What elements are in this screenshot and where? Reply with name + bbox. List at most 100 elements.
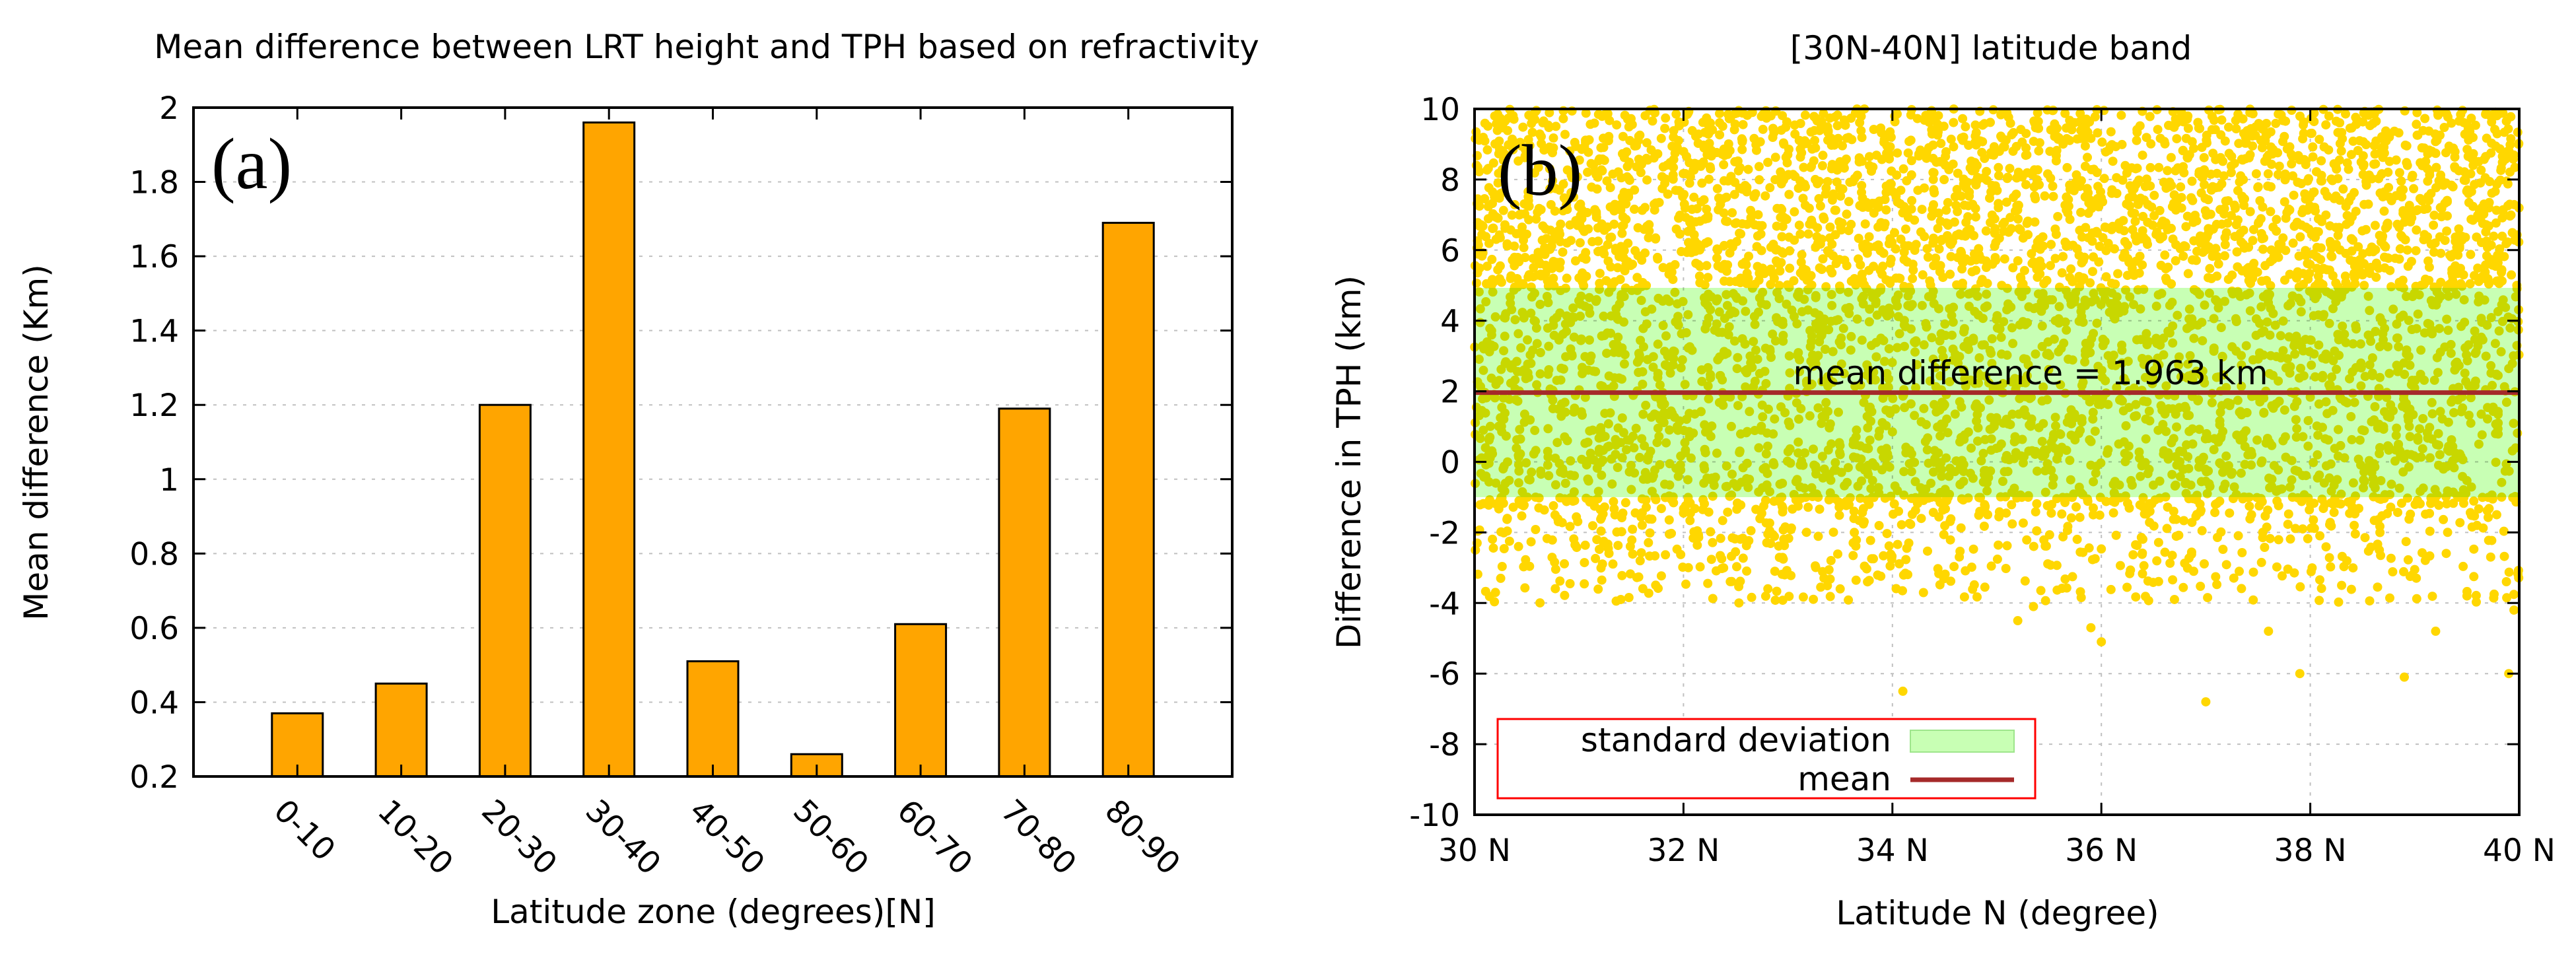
scatter-point: [1945, 535, 1955, 545]
scatter-point: [1873, 240, 1883, 250]
scatter-point: [2374, 263, 2384, 273]
scatter-point: [2435, 232, 2445, 242]
scatter-point: [2239, 201, 2249, 210]
scatter-point: [2075, 547, 2085, 557]
scatter-point: [2183, 123, 2193, 133]
scatter-point: [2397, 232, 2407, 242]
scatter-point: [1671, 109, 1681, 119]
scatter-point: [1885, 276, 1895, 286]
scatter-point: [1813, 223, 1823, 233]
scatter-point: [1753, 210, 1763, 220]
scatter-chart-panel: [30N-40N] latitude band -10-8-6-4-202468…: [1330, 29, 2556, 932]
scatter-point: [2022, 150, 2032, 160]
scatter-point: [2206, 185, 2216, 195]
scatter-point: [2425, 526, 2435, 536]
scatter-point: [1747, 592, 1757, 602]
scatter-point: [1786, 525, 1796, 534]
scatter-point: [2371, 272, 2381, 282]
scatter-point: [1754, 162, 1764, 172]
scatter-point: [1898, 586, 1907, 596]
scatter-point: [1526, 537, 1536, 547]
scatter-point: [2127, 163, 2137, 173]
scatter-point: [2424, 145, 2434, 155]
scatter-point: [1645, 528, 1655, 538]
scatter-point: [1624, 593, 1634, 602]
scatter-point: [1734, 598, 1744, 608]
scatter-point: [2412, 225, 2421, 235]
scatter-point: [2484, 504, 2494, 514]
scatter-point: [2001, 564, 2011, 573]
scatter-point: [1797, 148, 1807, 158]
scatter-point: [2343, 497, 2353, 507]
scatter-point: [1558, 106, 1568, 116]
scatter-point: [1743, 164, 1753, 174]
scatter-point: [2288, 171, 2298, 181]
scatter-point: [1978, 120, 1988, 130]
scatter-point: [2406, 257, 2416, 266]
scatter-point: [1949, 217, 1959, 227]
scatter-point: [1923, 546, 1932, 556]
scatter-point: [2068, 572, 2077, 582]
scatter-point: [2307, 523, 2316, 533]
scatter-point: [2111, 530, 2121, 540]
scatter-point: [2075, 587, 2085, 597]
scatter-point: [1818, 151, 1828, 160]
scatter-point: [2368, 247, 2378, 257]
scatter-point: [2088, 267, 2097, 277]
scatter-point: [2251, 169, 2261, 179]
scatter-point: [2494, 279, 2504, 289]
scatter-point: [1636, 548, 1646, 558]
scatter-point: [2285, 205, 2295, 215]
scatter-point: [2106, 127, 2116, 137]
scatter-point: [1881, 205, 1891, 215]
scatter-point: [1779, 139, 1789, 149]
scatter-point: [1971, 255, 1981, 265]
scatter-point: [2083, 153, 2092, 162]
scatter-point: [2359, 199, 2369, 209]
scatter-point: [1763, 584, 1773, 594]
scatter-point: [2021, 180, 2031, 189]
scatter-point: [1694, 532, 1704, 542]
scatter-point: [1923, 252, 1933, 262]
scatter-point: [1986, 561, 1996, 571]
scatter-point: [2385, 593, 2394, 603]
scatter-point: [2429, 211, 2439, 220]
scatter-point: [1597, 575, 1607, 585]
scatter-point: [1893, 148, 1902, 158]
scatter-point: [1689, 192, 1699, 202]
scatter-point: [2203, 593, 2213, 603]
scatter-point: [1715, 118, 1725, 127]
scatter-point: [2122, 582, 2132, 592]
scatter-point: [2383, 219, 2392, 229]
scatter-point: [2033, 108, 2042, 118]
scatter-point: [1642, 502, 1651, 512]
scatter-point: [2351, 207, 2361, 217]
scatter-point: [1482, 165, 1492, 175]
scatter-point: [1964, 141, 1974, 150]
scatter-point: [2469, 572, 2479, 582]
scatter-point: [1499, 544, 1509, 553]
scatter-point: [1806, 127, 1816, 137]
scatter-point: [2402, 141, 2412, 151]
scatter-point: [1946, 240, 1956, 250]
scatter-point: [2065, 116, 2075, 125]
scatter-point: [2445, 250, 2454, 260]
bar-chart-x-tick-label: 30-40: [578, 793, 668, 882]
scatter-point: [1494, 230, 1504, 240]
scatter-point: [2309, 515, 2318, 525]
scatter-point: [1934, 244, 1944, 254]
scatter-point: [2411, 246, 2421, 256]
bar-chart-x-tick-label: 0-10: [267, 793, 342, 868]
scatter-point: [2272, 562, 2281, 572]
scatter-point: [1770, 567, 1780, 576]
scatter-point: [1502, 239, 1512, 249]
scatter-point: [1813, 532, 1823, 541]
scatter-point: [2131, 592, 2141, 602]
scatter-point: [1596, 514, 1606, 524]
scatter-point: [2076, 207, 2086, 217]
scatter-point: [2327, 252, 2337, 261]
scatter-point: [1934, 568, 1944, 578]
scatter-point: [1796, 136, 1806, 146]
scatter-point: [1827, 164, 1836, 174]
scatter-point: [2460, 176, 2470, 186]
